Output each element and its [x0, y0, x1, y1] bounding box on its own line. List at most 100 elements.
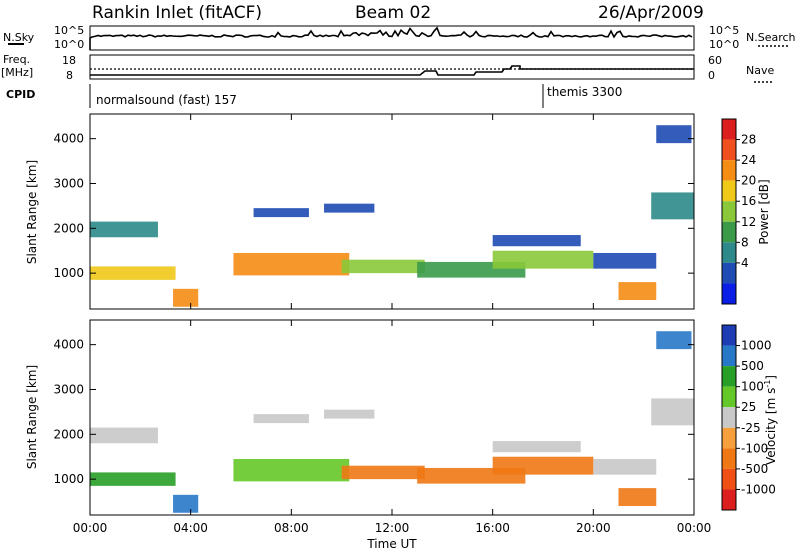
velocity-colorbar-swatch-5	[722, 427, 736, 449]
velocity-band-10	[593, 458, 657, 475]
power-colorbar-label-0: 4	[741, 256, 749, 270]
velocity-band-8	[492, 456, 594, 475]
nave-right-tick-top: 60	[708, 54, 722, 67]
power-band-0	[90, 221, 158, 238]
power-band-5	[324, 203, 375, 213]
nsky-right-tick-top: 10^5	[709, 24, 739, 37]
velocity-colorbar-label-6: -500	[741, 462, 768, 476]
velocity-ytick-label-0: 1000	[53, 472, 84, 486]
velocity-xtick-label-4: 16:00	[475, 521, 510, 535]
power-ytick-label-3: 4000	[53, 132, 84, 146]
freq-left-tick-bottom: 8	[66, 69, 73, 82]
power-xaxis	[89, 114, 695, 309]
velocity-colorbar-label-4: -25	[741, 421, 761, 435]
power-band-11	[618, 282, 657, 301]
velocity-colorbar-label-sup: -1	[763, 380, 772, 388]
beam-title: Beam 02	[355, 3, 431, 23]
power-colorbar-swatch-4	[722, 201, 736, 222]
velocity-colorbar-label-1: 500	[741, 359, 764, 373]
velocity-data-layer	[90, 331, 694, 513]
power-band-8	[492, 250, 594, 269]
velocity-colorbar-label-0: 1000	[741, 339, 772, 353]
velocity-band-1	[90, 472, 176, 486]
velocity-colorbar-swatch-0	[722, 325, 736, 346]
cpid-segment-normalsound: normalsound (fast) 157	[96, 93, 237, 107]
power-band-10	[593, 252, 657, 269]
velocity-colorbar-label-2: 100	[741, 380, 764, 394]
power-colorbar-label-2: 12	[741, 215, 756, 229]
power-ytick-label-1: 2000	[53, 221, 84, 235]
freq-frame	[89, 54, 695, 80]
velocity-colorbar-swatch-1	[722, 345, 736, 367]
nsky-left-tick-bottom: 10^0	[54, 38, 84, 51]
power-band-3	[233, 252, 350, 276]
velocity-ytick-label-2: 3000	[53, 382, 84, 396]
velocity-ytick-label-1: 2000	[53, 427, 84, 441]
velocity-ylabel: Slant Range [km]	[25, 365, 39, 469]
power-colorbar: 4 8 12 16 20 24 28	[721, 118, 756, 305]
velocity-colorbar: 1000 500 100 25 -25 -100 -500 -1000	[721, 324, 776, 511]
power-ytick-label-2: 3000	[53, 176, 84, 190]
velocity-band-3	[233, 458, 350, 482]
power-band-13	[656, 125, 692, 144]
velocity-panel: 1000 2000 3000 4000 00:00 04:00 08:00 12:00 16:…	[25, 319, 778, 551]
nsky-frame	[89, 25, 695, 51]
power-colorbar-swatch-7	[722, 262, 736, 284]
power-colorbar-label-4: 20	[741, 174, 756, 188]
velocity-band-11	[618, 488, 657, 507]
power-band-4	[253, 208, 309, 218]
power-panel: 1000 2000 3000 4000 Slant Range [km] 4 8 12 16…	[25, 113, 771, 310]
power-colorbar-swatch-3	[722, 180, 736, 202]
cpid-panel: CPID normalsound (fast) 157 themis 3300	[6, 84, 622, 108]
nsearch-label: N.Search	[746, 31, 796, 44]
velocity-band-6	[341, 465, 425, 480]
power-ylabel: Slant Range [km]	[25, 160, 39, 264]
power-colorbar-label: Power [dB]	[757, 179, 771, 244]
freq-unit-label: [MHz]	[1, 66, 33, 79]
velocity-band-0	[90, 427, 158, 444]
velocity-band-13	[656, 331, 692, 350]
power-frame	[89, 113, 695, 310]
nave-right-tick-bottom: 0	[708, 69, 715, 82]
freq-trace	[90, 65, 694, 76]
velocity-xtick-label-3: 12:00	[375, 521, 410, 535]
power-colorbar-label-6: 28	[741, 133, 756, 147]
nsky-right-tick-bottom: 10^0	[709, 38, 739, 51]
power-colorbar-swatch-8	[722, 283, 736, 304]
power-band-1	[90, 266, 176, 280]
velocity-colorbar-swatch-2	[722, 366, 736, 387]
velocity-colorbar-label-3: 25	[741, 400, 756, 414]
date-title: 26/Apr/2009	[598, 3, 704, 23]
velocity-band-2	[173, 494, 199, 513]
power-colorbar-label-1: 8	[741, 235, 749, 249]
velocity-xtick-label-6: 00:00	[677, 521, 712, 535]
velocity-colorbar-swatch-7	[722, 468, 736, 490]
power-colorbar-label-3: 16	[741, 194, 756, 208]
power-ytick-label-0: 1000	[53, 266, 84, 280]
power-yaxis: 1000 2000 3000 4000	[53, 132, 694, 280]
velocity-colorbar-frame	[721, 324, 737, 511]
velocity-xtick-label-5: 20:00	[576, 521, 611, 535]
freq-panel: Freq. [MHz] 18 8 60 0 Nave	[1, 53, 774, 83]
velocity-ytick-label-3: 4000	[53, 338, 84, 352]
nsky-trace	[89, 26, 693, 50]
velocity-colorbar-swatch-6	[722, 448, 736, 469]
velocity-colorbar-swatch-4	[722, 407, 736, 428]
power-colorbar-label-5: 24	[741, 153, 756, 167]
velocity-colorbar-label-end: ]	[764, 375, 778, 380]
nsky-left-tick-top: 10^5	[54, 24, 84, 37]
power-band-12	[651, 192, 694, 220]
velocity-band-4	[253, 414, 309, 424]
velocity-yaxis: 1000 2000 3000 4000	[53, 338, 694, 486]
power-colorbar-swatch-6	[722, 242, 736, 263]
velocity-frame	[89, 319, 695, 516]
velocity-xtick-label-0: 00:00	[73, 521, 108, 535]
power-data-layer	[90, 125, 694, 307]
power-colorbar-swatch-5	[722, 221, 736, 243]
power-band-6	[341, 259, 425, 274]
velocity-band-9	[492, 441, 581, 453]
nsky-label: N.Sky	[3, 31, 35, 44]
velocity-colorbar-label-7: -1000	[741, 482, 776, 496]
freq-left-tick-top: 18	[62, 54, 76, 67]
